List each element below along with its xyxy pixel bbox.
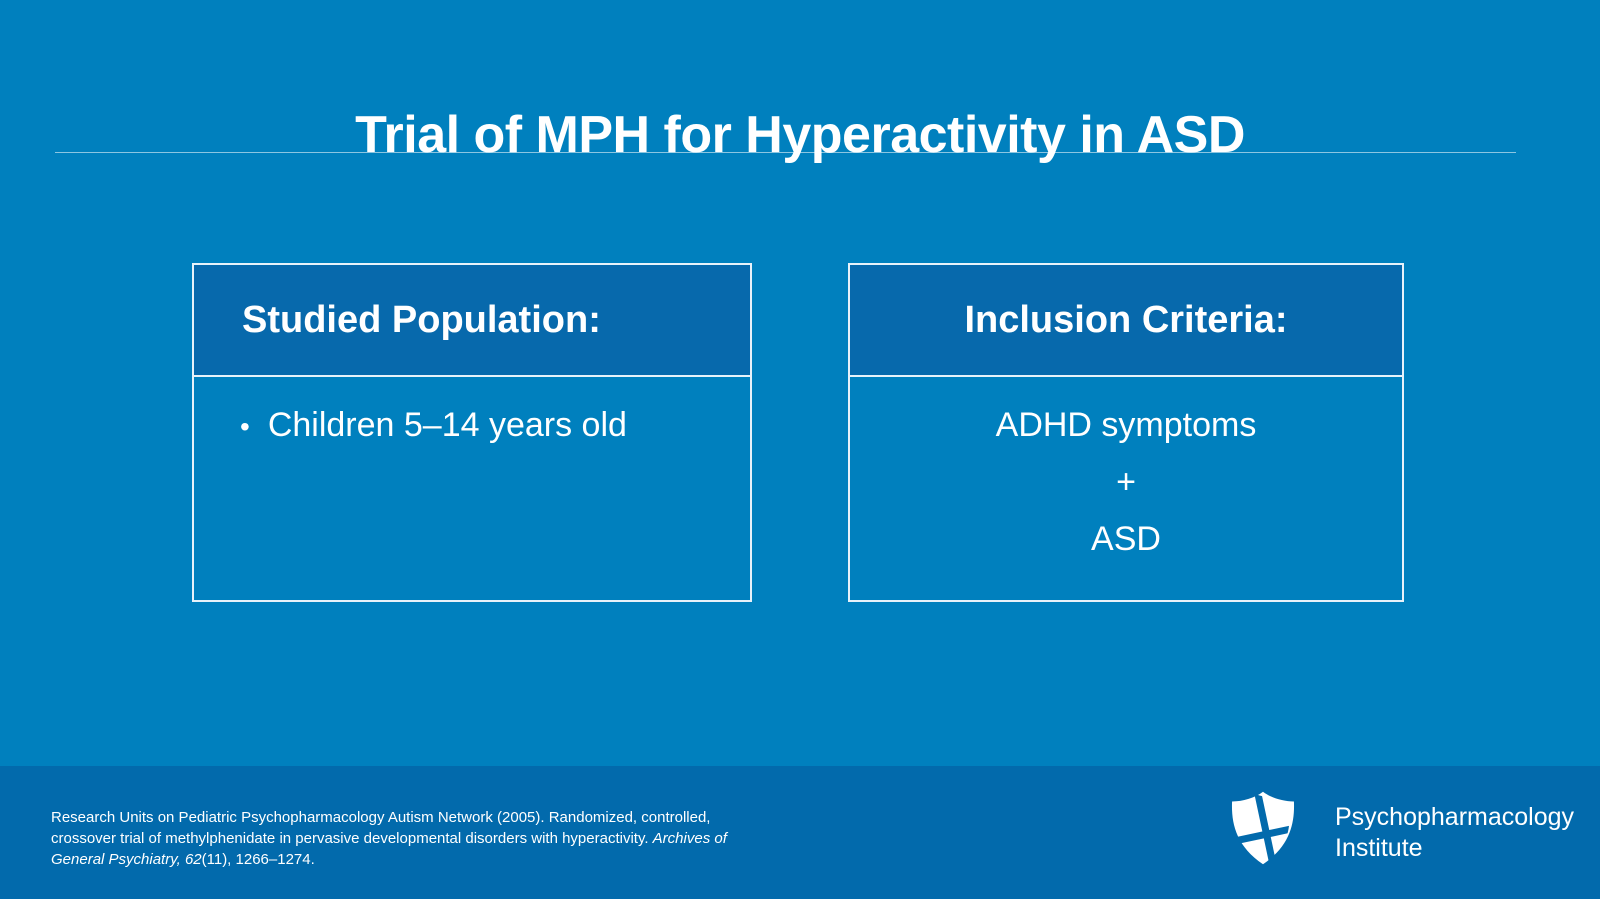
criteria-line: ASD xyxy=(1091,520,1161,558)
panel-body-inclusion-criteria: ADHD symptoms + ASD xyxy=(850,377,1402,568)
plus-sign: + xyxy=(1116,463,1136,501)
citation: Research Units on Pediatric Psychopharma… xyxy=(51,807,727,870)
citation-line: General Psychiatry, 62(11), 1266–1274. xyxy=(51,851,315,868)
panel-inclusion-criteria: Inclusion Criteria: ADHD symptoms + ASD xyxy=(848,263,1404,602)
panel-body-studied-population: • Children 5–14 years old xyxy=(194,377,750,455)
panel-header-studied-population: Studied Population: xyxy=(194,265,750,377)
criteria-line: ADHD symptoms xyxy=(995,406,1257,444)
panel-header-inclusion-criteria: Inclusion Criteria: xyxy=(850,265,1402,377)
page-title: Trial of MPH for Hyperactivity in ASD xyxy=(355,105,1245,164)
bullet-icon: • xyxy=(240,411,250,442)
logo-wordmark-line2: Institute xyxy=(1335,834,1423,862)
list-item: • Children 5–14 years old xyxy=(240,397,750,455)
footer-band: Research Units on Pediatric Psychopharma… xyxy=(0,766,1600,899)
panel-header-label: Studied Population: xyxy=(242,298,601,341)
shield-cross-icon xyxy=(1223,786,1300,871)
logo-wordmark: Psychopharmacology Institute xyxy=(1335,802,1574,864)
citation-line: crossover trial of methylphenidate in pe… xyxy=(51,830,727,847)
citation-line: Research Units on Pediatric Psychopharma… xyxy=(51,809,711,826)
logo-wordmark-line1: Psychopharmacology xyxy=(1335,803,1575,831)
panel-header-label: Inclusion Criteria: xyxy=(964,298,1288,341)
panel-studied-population: Studied Population: • Children 5–14 year… xyxy=(192,263,752,602)
list-item-text: Children 5–14 years old xyxy=(267,406,627,444)
title-divider xyxy=(55,152,1516,153)
